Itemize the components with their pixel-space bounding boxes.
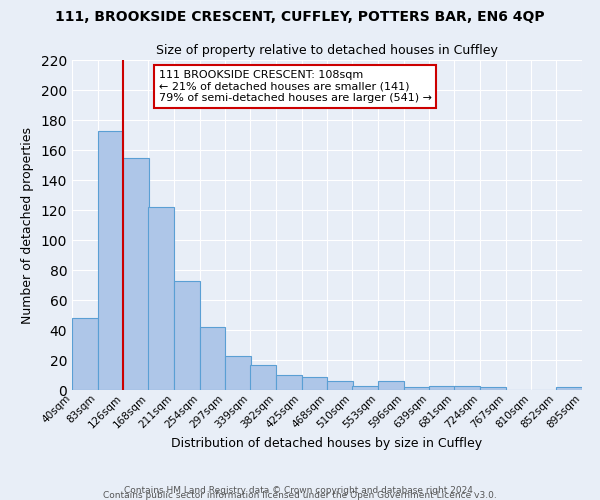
Bar — [480, 387, 506, 390]
Y-axis label: Number of detached properties: Number of detached properties — [20, 126, 34, 324]
Bar — [200, 327, 225, 390]
Bar — [556, 387, 582, 390]
Bar — [174, 280, 200, 390]
Bar — [98, 130, 123, 390]
X-axis label: Distribution of detached houses by size in Cuffley: Distribution of detached houses by size … — [172, 436, 482, 450]
Text: 111 BROOKSIDE CRESCENT: 108sqm
← 21% of detached houses are smaller (141)
79% of: 111 BROOKSIDE CRESCENT: 108sqm ← 21% of … — [158, 70, 432, 103]
Text: Contains HM Land Registry data © Crown copyright and database right 2024.: Contains HM Land Registry data © Crown c… — [124, 486, 476, 495]
Bar — [302, 376, 327, 390]
Text: Contains public sector information licensed under the Open Government Licence v3: Contains public sector information licen… — [103, 491, 497, 500]
Bar — [327, 381, 353, 390]
Bar — [225, 356, 251, 390]
Bar — [429, 386, 455, 390]
Bar — [72, 318, 98, 390]
Bar — [404, 387, 429, 390]
Bar — [378, 381, 404, 390]
Bar — [454, 386, 480, 390]
Bar — [148, 207, 174, 390]
Bar — [123, 158, 149, 390]
Title: Size of property relative to detached houses in Cuffley: Size of property relative to detached ho… — [156, 44, 498, 58]
Text: 111, BROOKSIDE CRESCENT, CUFFLEY, POTTERS BAR, EN6 4QP: 111, BROOKSIDE CRESCENT, CUFFLEY, POTTER… — [55, 10, 545, 24]
Bar — [250, 364, 276, 390]
Bar — [276, 375, 302, 390]
Bar — [352, 386, 378, 390]
